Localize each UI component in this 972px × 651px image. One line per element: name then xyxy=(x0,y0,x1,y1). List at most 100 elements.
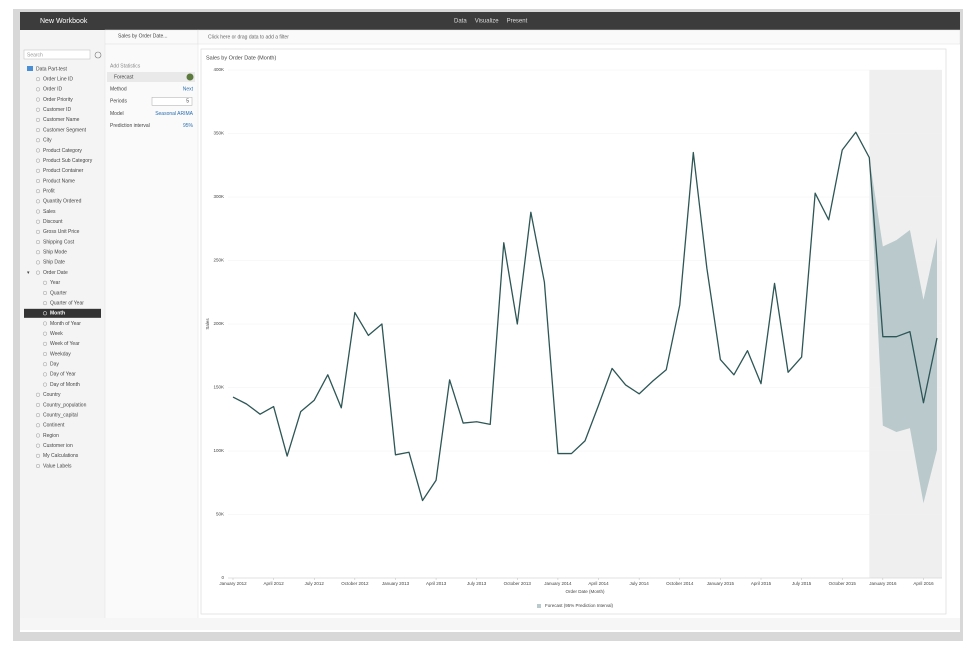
field-label[interactable]: Week xyxy=(50,331,63,337)
field-icon xyxy=(42,362,48,367)
field-label[interactable]: My Calculations xyxy=(43,453,79,459)
field-icon xyxy=(42,280,48,285)
chart-frame xyxy=(200,48,947,615)
field-label[interactable]: Country_capital xyxy=(43,412,78,418)
status-bar xyxy=(20,618,960,630)
field-label[interactable]: Gross Unit Price xyxy=(43,229,80,235)
section-title[interactable]: Forecast xyxy=(114,74,134,80)
field-label[interactable]: Ship Date xyxy=(43,260,65,266)
field-icon xyxy=(42,290,48,296)
section-row xyxy=(107,72,195,82)
field-label[interactable]: Weekday xyxy=(50,351,71,357)
field-label[interactable]: Ship Mode xyxy=(43,250,67,256)
x-tick-label: July 2014 xyxy=(630,581,650,586)
field-icon xyxy=(35,138,41,143)
field-label[interactable]: Order ID xyxy=(43,87,63,93)
x-tick-label: July 2013 xyxy=(467,581,487,586)
field-label[interactable]: Profit xyxy=(43,188,55,194)
field-label[interactable]: Day xyxy=(50,362,59,368)
setting-value[interactable]: Seasonal ARIMA xyxy=(155,111,193,117)
search-box[interactable] xyxy=(23,49,91,60)
x-tick-label: April 2015 xyxy=(751,581,772,586)
field-label[interactable]: Value Labels xyxy=(43,463,72,469)
window-tab[interactable]: Data xyxy=(454,19,467,25)
field-icon xyxy=(35,260,41,265)
field-label[interactable]: Discount xyxy=(43,219,63,225)
field-icon xyxy=(35,433,41,438)
add-statistics[interactable]: Add Statistics xyxy=(110,63,141,69)
setting-label: Method xyxy=(110,86,127,92)
field-icon xyxy=(35,240,41,245)
field-label[interactable]: Order Line ID xyxy=(43,77,73,83)
field-icon xyxy=(35,219,41,224)
setting-label: Periods xyxy=(110,99,127,105)
field-label[interactable]: Quarter xyxy=(50,290,67,296)
add-button[interactable] xyxy=(94,51,102,59)
field-label[interactable]: Customer ion xyxy=(43,443,73,449)
field-label[interactable]: Product Category xyxy=(43,148,82,154)
field-icon xyxy=(35,250,41,255)
field-icon xyxy=(35,117,41,122)
setting-value[interactable]: 5 xyxy=(186,99,189,105)
legend-swatch xyxy=(537,604,541,608)
field-icon xyxy=(35,189,41,194)
field-icon xyxy=(35,107,41,112)
x-tick-label: January 2012 xyxy=(219,581,247,586)
field-label[interactable]: Month xyxy=(50,311,65,317)
field-icon xyxy=(35,87,41,92)
field-label[interactable]: Sales xyxy=(43,209,56,215)
window-tab[interactable]: Present xyxy=(507,19,528,25)
field-icon xyxy=(35,453,41,458)
field-label[interactable]: Day of Year xyxy=(50,372,76,378)
field-label[interactable]: Quantity Ordered xyxy=(43,199,82,205)
field-label[interactable]: Region xyxy=(43,433,59,439)
window-title: New Workbook xyxy=(40,18,88,25)
setting-label: Model xyxy=(110,111,124,117)
field-label[interactable]: Country_population xyxy=(43,402,87,408)
y-tick-label: 250K xyxy=(213,258,224,263)
field-label[interactable]: Continent xyxy=(43,423,65,429)
sidebar xyxy=(20,30,105,620)
field-label[interactable]: Week of Year xyxy=(50,341,80,347)
x-tick-label: July 2015 xyxy=(792,581,812,586)
setting-value[interactable]: 95% xyxy=(183,123,194,129)
field-label[interactable]: Customer Name xyxy=(43,117,80,123)
field-label[interactable]: Order Date xyxy=(43,270,68,276)
field-label[interactable]: Month of Year xyxy=(50,321,81,327)
x-tick-label: April 2013 xyxy=(426,581,447,586)
window-tab[interactable]: Visualize xyxy=(475,19,500,25)
field-label[interactable]: Order Priority xyxy=(43,97,73,103)
sales-line xyxy=(232,131,938,502)
field-icon xyxy=(35,229,41,234)
filter-bar[interactable] xyxy=(197,29,961,45)
setting-input[interactable] xyxy=(151,97,193,106)
legend-label[interactable]: Forecast (95% Prediction Interval) xyxy=(545,603,614,608)
setting-label: Prediction interval xyxy=(110,123,150,129)
x-tick-label: July 2012 xyxy=(305,581,325,586)
field-label[interactable]: Quarter of Year xyxy=(50,300,84,306)
field-label[interactable]: Customer ID xyxy=(43,107,71,113)
field-label[interactable]: Product Name xyxy=(43,178,75,184)
field-icon xyxy=(42,301,48,306)
setting-value[interactable]: Next xyxy=(183,86,194,92)
panel-tab[interactable]: Sales by Order Date... xyxy=(118,33,167,39)
field-label[interactable]: Year xyxy=(50,280,60,286)
title-bar xyxy=(20,12,960,30)
chart-title: Sales by Order Date (Month) xyxy=(206,55,276,61)
field-label[interactable]: Shipping Cost xyxy=(43,239,75,245)
filter-hint[interactable]: Click here or drag data to add a filter xyxy=(208,34,289,40)
field-icon xyxy=(35,178,41,184)
field-label[interactable]: Customer Segment xyxy=(43,127,87,133)
field-icon xyxy=(35,423,41,428)
field-icon xyxy=(35,199,41,204)
field-label[interactable]: Country xyxy=(43,392,61,398)
field-icon xyxy=(35,413,41,418)
field-label[interactable]: City xyxy=(43,138,52,144)
toggle[interactable] xyxy=(186,73,194,81)
field-icon xyxy=(35,158,41,163)
field-label[interactable]: Day of Month xyxy=(50,382,80,388)
y-tick-label: 200K xyxy=(213,321,224,326)
field-label[interactable]: Product Sub Category xyxy=(43,158,93,164)
field-label[interactable]: Product Container xyxy=(43,168,84,174)
